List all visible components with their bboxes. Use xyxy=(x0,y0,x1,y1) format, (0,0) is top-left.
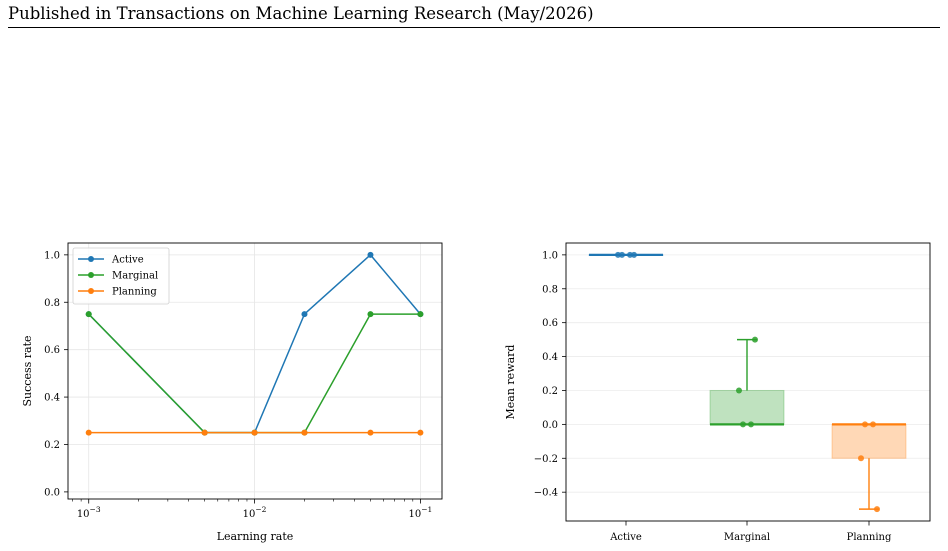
line-chart-frame xyxy=(67,242,443,500)
y-tick-label: 1.0 xyxy=(542,250,558,261)
y-tick-label: 0.0 xyxy=(542,420,558,431)
data-point-planning xyxy=(251,429,258,436)
data-point xyxy=(874,506,880,513)
data-point xyxy=(740,421,746,428)
data-point-active xyxy=(301,311,308,318)
box-marginal xyxy=(709,336,785,428)
legend-label: Marginal xyxy=(112,271,158,282)
data-point xyxy=(870,421,876,428)
data-point-planning xyxy=(367,429,374,436)
legend-marker xyxy=(88,288,94,294)
line-chart-x-label: Learning rate xyxy=(217,530,294,543)
legend-label: Active xyxy=(111,255,144,266)
box-body xyxy=(831,423,907,459)
legend-label: Planning xyxy=(112,287,157,298)
line-chart-x-ticks: 10−3 10−2 10−1 xyxy=(72,499,432,520)
data-point xyxy=(858,455,864,462)
box-chart-frame xyxy=(565,242,931,522)
y-tick-label: 0.4 xyxy=(44,393,60,404)
line-chart-y-label: Success rate xyxy=(21,336,34,407)
x-tick-label: 10−3 xyxy=(77,505,101,520)
data-point xyxy=(862,421,868,428)
box-chart-y-label: Mean reward xyxy=(504,345,517,420)
y-tick-label: 0.6 xyxy=(44,345,60,356)
x-tick-label: Marginal xyxy=(724,532,770,543)
x-tick-label: Planning xyxy=(847,532,892,543)
data-point-active xyxy=(367,251,374,258)
box-active xyxy=(588,251,664,258)
data-point-planning xyxy=(201,429,208,436)
legend-marker xyxy=(88,256,94,262)
data-point xyxy=(752,336,758,343)
y-tick-label: 0.0 xyxy=(44,487,60,498)
data-point-planning xyxy=(85,429,92,436)
y-tick-label: 0.2 xyxy=(44,440,60,451)
line-chart-legend: Active Marginal Planning xyxy=(72,247,170,305)
header-rule xyxy=(8,27,940,28)
y-tick-label: 0.8 xyxy=(44,298,60,309)
line-chart-series xyxy=(85,251,424,436)
data-point xyxy=(748,421,754,428)
x-tick-label: Active xyxy=(609,532,642,543)
data-point-marginal xyxy=(367,311,374,318)
running-header: Published in Transactions on Machine Lea… xyxy=(8,4,594,23)
line-chart: 0.0 0.2 0.4 0.6 0.8 1.0 10−3 10−2 10−1 Learning… xyxy=(21,242,443,543)
data-point xyxy=(619,251,625,258)
y-tick-label: 0.6 xyxy=(542,318,558,329)
data-point-planning xyxy=(301,429,308,436)
box-chart-y-ticks: −0.4 −0.2 0.0 0.2 0.4 0.6 0.8 1.0 xyxy=(534,250,566,499)
data-point-marginal xyxy=(417,311,424,318)
box-body xyxy=(709,389,785,425)
box-chart: −0.4 −0.2 0.0 0.2 0.4 0.6 0.8 1.0 Active Margina… xyxy=(504,242,931,543)
line-chart-y-ticks: 0.0 0.2 0.4 0.6 0.8 1.0 xyxy=(44,250,68,498)
box-chart-x-ticks: Active Marginal Planning xyxy=(609,521,892,543)
data-point-planning xyxy=(417,429,424,436)
y-tick-label: 1.0 xyxy=(44,250,60,261)
data-point xyxy=(736,387,742,394)
legend-marker xyxy=(88,272,94,278)
x-tick-label: 10−1 xyxy=(408,505,432,520)
box-chart-boxes xyxy=(588,251,907,513)
data-point-marginal xyxy=(85,311,92,318)
y-tick-label: 0.4 xyxy=(542,352,558,363)
data-point xyxy=(627,251,633,258)
box-planning xyxy=(831,421,907,513)
y-tick-label: −0.2 xyxy=(534,454,558,465)
y-tick-label: −0.4 xyxy=(534,488,558,499)
legend-box xyxy=(72,247,170,305)
y-tick-label: 0.2 xyxy=(542,386,558,397)
x-tick-label: 10−2 xyxy=(243,505,267,520)
y-tick-label: 0.8 xyxy=(542,284,558,295)
